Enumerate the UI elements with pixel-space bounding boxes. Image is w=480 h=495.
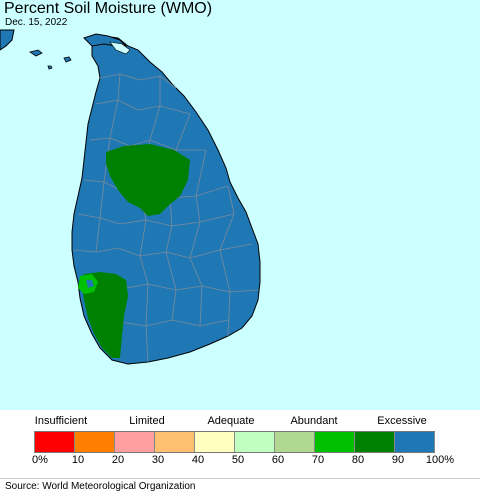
legend-category-adequate: Adequate [207,415,255,427]
legend-swatch [274,432,314,452]
map-panel [0,0,480,410]
legend-category-abundant: Abundant [290,415,338,427]
legend-swatch [194,432,234,452]
legend-swatch [74,432,114,452]
legend-color-bar [34,431,435,453]
moisture-80-90-southwest [82,272,128,358]
legend-tick-label: 70 [311,454,325,466]
legend-swatch [314,432,354,452]
legend-tick-label: 10 [71,454,85,466]
legend-swatch [394,432,435,452]
lagoon [109,41,131,55]
map-date: Dec. 15, 2022 [5,17,68,28]
legend-tick-label: 0% [32,454,48,466]
india-coast [0,29,15,51]
moisture-80-90-north [106,144,190,216]
source-text: Source: World Meteorological Organizatio… [5,481,196,492]
legend-tick-label: 30 [151,454,165,466]
legend-category-limited: Limited [129,415,165,427]
legend-swatch [34,432,74,452]
legend-swatch [354,432,394,452]
legend-category-insufficient: Insufficient [34,415,88,427]
source-footer: Source: World Meteorological Organizatio… [0,478,480,495]
legend-tick-label: 40 [191,454,205,466]
island [29,49,43,57]
legend-tick-label: 20 [111,454,125,466]
legend-tick-label: 100% [425,454,455,466]
moisture-90-100-spot [86,280,94,288]
island [47,65,53,70]
legend-tick-label: 80 [351,454,365,466]
legend-swatch [154,432,194,452]
island [63,56,72,63]
legend-tick-label: 50 [231,454,245,466]
district-boundaries [73,73,259,363]
legend-swatch [114,432,154,452]
map-image [0,0,480,410]
legend-tick-label: 90 [391,454,405,466]
legend-tick-label: 60 [271,454,285,466]
legend-category-excessive: Excessive [377,415,427,427]
map-title: Percent Soil Moisture (WMO) [4,0,213,17]
legend-swatch [234,432,274,452]
